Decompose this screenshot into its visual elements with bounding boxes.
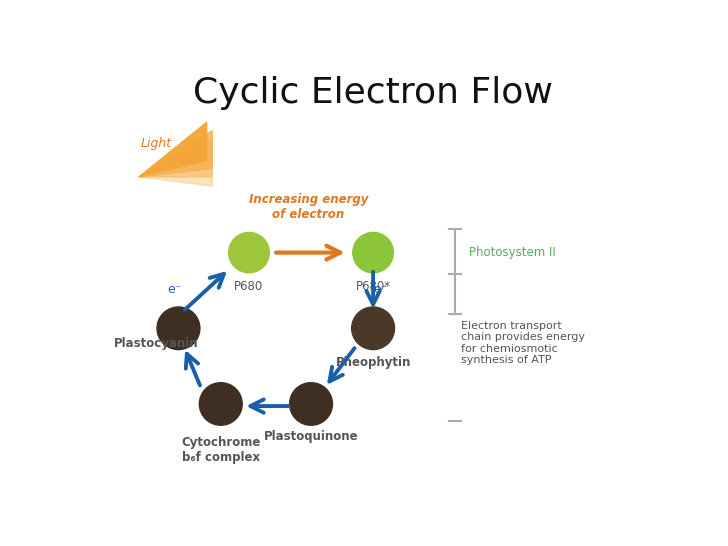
Text: Photosystem II: Photosystem II [469,246,555,259]
Text: Plastoquinone: Plastoquinone [264,430,358,443]
Text: Increasing energy
of electron: Increasing energy of electron [248,193,368,221]
Ellipse shape [353,233,393,273]
Polygon shape [139,149,213,186]
Polygon shape [139,130,213,177]
Text: e⁻: e⁻ [167,283,182,296]
Text: Electron transport
chain provides energy
for chemiosmotic
synthesis of ATP: Electron transport chain provides energy… [461,321,585,365]
Text: P680*: P680* [355,280,391,293]
Ellipse shape [352,307,395,349]
Text: e⁻: e⁻ [373,283,387,296]
Ellipse shape [157,307,200,349]
Polygon shape [139,139,213,177]
Text: Plastocyanin: Plastocyanin [114,337,198,349]
Text: Light: Light [141,136,172,150]
Text: Cyclic Electron Flow: Cyclic Electron Flow [193,76,553,110]
Polygon shape [139,122,207,177]
Ellipse shape [199,383,242,425]
Text: Cytochrome
b₆f complex: Cytochrome b₆f complex [181,436,261,464]
Text: P680: P680 [234,280,264,293]
Ellipse shape [290,383,333,425]
Text: Pheophytin: Pheophytin [336,355,411,369]
Ellipse shape [229,233,269,273]
